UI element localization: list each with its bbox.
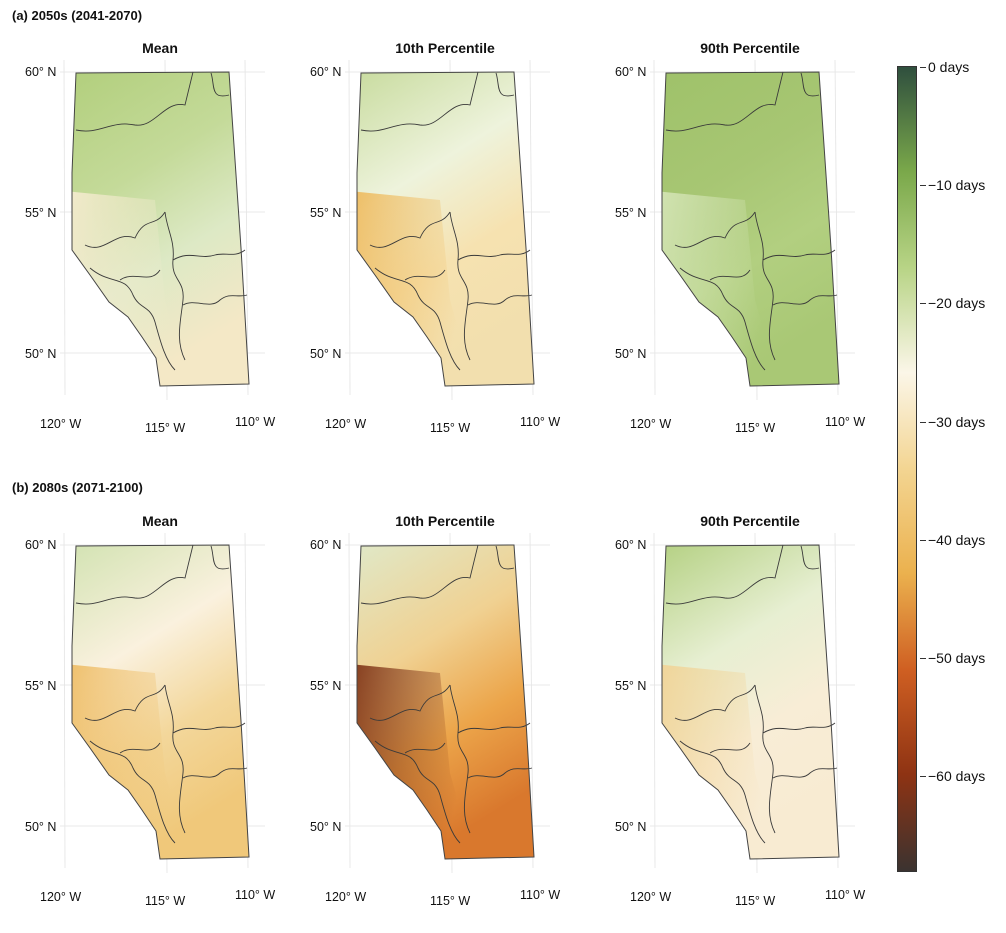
lon-label: 115° W — [430, 421, 471, 435]
map-panel-2080s-p10: 10th Percentile — [300, 513, 590, 933]
colorbar-tick-label: −30 days — [928, 413, 986, 430]
lat-label: 55° N — [310, 206, 342, 220]
map-panel-2080s-p90: 90th Percentile — [605, 513, 895, 933]
panel-title: 10th Percentile — [395, 513, 495, 529]
lon-label: 115° W — [145, 894, 186, 908]
river-lines — [360, 71, 533, 371]
province-border — [71, 544, 250, 860]
lon-label: 120° W — [325, 417, 367, 431]
lon-label: 115° W — [735, 421, 776, 435]
colorbar-tick — [920, 658, 926, 660]
colorbar — [897, 66, 917, 872]
lat-label: 60° N — [25, 538, 57, 552]
province-border — [356, 544, 535, 860]
lat-label: 50° N — [615, 820, 647, 834]
map-svg — [60, 59, 265, 401]
river-lines — [665, 544, 838, 844]
lat-label: 50° N — [310, 820, 342, 834]
lon-label: 115° W — [430, 894, 471, 908]
colorbar-tick — [920, 303, 926, 305]
panel-title: Mean — [142, 40, 178, 56]
province-border — [71, 71, 250, 387]
colorbar-tick-label: −40 days — [928, 531, 986, 548]
river-lines — [75, 71, 248, 371]
colorbar-tick-label: −60 days — [928, 768, 986, 785]
colorbar-gradient — [897, 66, 917, 872]
lon-label: 120° W — [630, 417, 672, 431]
lon-label: 110° W — [520, 888, 561, 902]
colorbar-tick — [920, 421, 926, 423]
lon-label: 120° W — [40, 417, 82, 431]
map-svg — [650, 532, 855, 874]
map-panel-2050s-p90: 90th Percentile — [605, 40, 895, 460]
lat-label: 50° N — [615, 347, 647, 361]
panel-title: 90th Percentile — [700, 40, 800, 56]
map-svg — [60, 532, 265, 874]
map-svg — [650, 59, 855, 401]
province-border — [661, 544, 840, 860]
lon-label: 120° W — [40, 890, 82, 904]
colorbar-tick — [920, 67, 926, 68]
lat-label: 50° N — [310, 347, 342, 361]
lat-label: 55° N — [25, 679, 57, 693]
province-border — [661, 71, 840, 387]
panel-title: 10th Percentile — [395, 40, 495, 56]
lat-label: 50° N — [25, 347, 57, 361]
lat-label: 55° N — [25, 206, 57, 220]
section-a-title: (a) 2050s (2041-2070) — [12, 8, 143, 23]
province-border — [356, 71, 535, 387]
lat-label: 55° N — [615, 679, 647, 693]
lon-label: 120° W — [325, 890, 367, 904]
colorbar-tick-label: 0 days — [928, 59, 970, 75]
lat-label: 60° N — [615, 538, 647, 552]
map-panel-2050s-p10: 10th Percentile — [300, 40, 590, 460]
lat-label: 55° N — [310, 679, 342, 693]
lon-label: 120° W — [630, 890, 672, 904]
lon-label: 110° W — [825, 888, 866, 902]
map-panel-2050s-mean: Mean — [15, 40, 305, 460]
colorbar-tick-label: −50 days — [928, 650, 986, 667]
lat-label: 60° N — [25, 65, 57, 79]
section-b-title: (b) 2080s (2071-2100) — [12, 480, 143, 495]
lat-label: 50° N — [25, 820, 57, 834]
map-svg — [345, 532, 550, 874]
river-lines — [665, 71, 838, 371]
colorbar-tick-label: −10 days — [928, 177, 986, 194]
map-svg — [345, 59, 550, 401]
river-lines — [75, 544, 248, 844]
colorbar-tick — [920, 185, 926, 187]
lat-label: 55° N — [615, 206, 647, 220]
river-lines — [360, 544, 533, 844]
lon-label: 115° W — [735, 894, 776, 908]
lon-label: 115° W — [145, 421, 186, 435]
colorbar-tick — [920, 776, 926, 778]
colorbar-tick-label: −20 days — [928, 295, 986, 312]
lon-label: 110° W — [825, 415, 866, 429]
lon-label: 110° W — [520, 415, 561, 429]
lon-label: 110° W — [235, 415, 276, 429]
colorbar-tick — [920, 539, 926, 541]
lat-label: 60° N — [310, 538, 342, 552]
map-panel-2080s-mean: Mean — [15, 513, 305, 933]
lon-label: 110° W — [235, 888, 276, 902]
panel-title: Mean — [142, 513, 178, 529]
lat-label: 60° N — [615, 65, 647, 79]
lat-label: 60° N — [310, 65, 342, 79]
panel-title: 90th Percentile — [700, 513, 800, 529]
